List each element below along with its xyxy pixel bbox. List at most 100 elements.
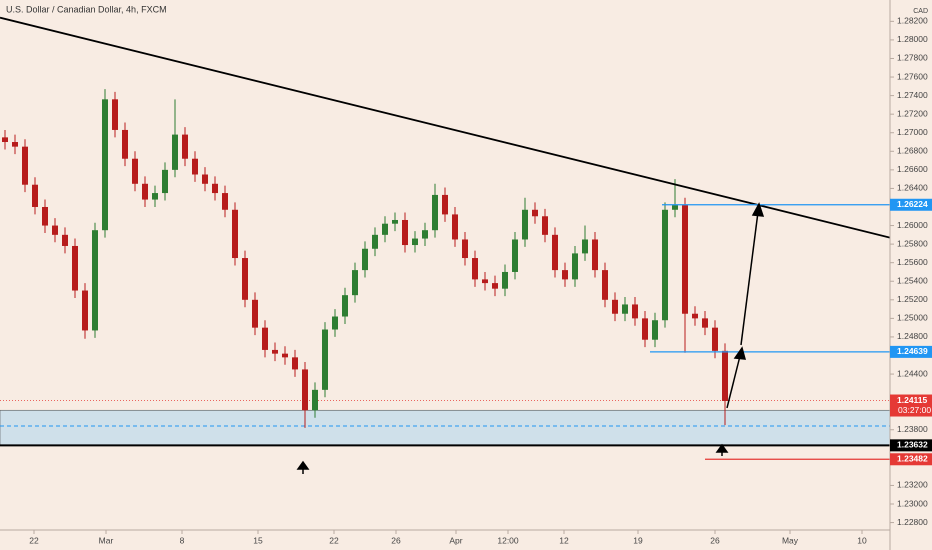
- candle-body: [642, 318, 648, 340]
- candle-body: [152, 193, 158, 200]
- level-label: 1.26224: [897, 199, 928, 209]
- candle-body: [432, 194, 438, 231]
- x-tick-label: 15: [253, 535, 263, 545]
- y-tick-label: 1.24800: [897, 331, 928, 341]
- arrow-head: [733, 346, 747, 360]
- x-tick-label: 10: [857, 535, 867, 545]
- candle-body: [12, 142, 18, 147]
- candle-body: [472, 258, 478, 280]
- arrow: [740, 211, 759, 346]
- candle-body: [382, 223, 388, 235]
- candle-body: [112, 99, 118, 130]
- y-tick-label: 1.26000: [897, 220, 928, 230]
- level-label-box: [890, 198, 932, 211]
- arrow: [726, 355, 741, 409]
- countdown-label: 03:27:00: [898, 405, 931, 415]
- candle-body: [682, 205, 688, 314]
- level-label-box: [890, 453, 932, 466]
- x-tick-label: 19: [633, 535, 643, 545]
- candle-body: [82, 290, 88, 331]
- candle-body: [102, 99, 108, 231]
- candle-body: [352, 270, 358, 296]
- candle-body: [482, 279, 488, 284]
- zone: [0, 409, 891, 446]
- y-tick-label: 1.26400: [897, 183, 928, 193]
- y-tick-label: 1.23800: [897, 424, 928, 434]
- candle-body: [572, 253, 578, 280]
- candle-body: [132, 158, 138, 184]
- y-tick-label: 1.27000: [897, 127, 928, 137]
- candle-body: [302, 369, 308, 411]
- candle-body: [452, 214, 458, 240]
- plot: [0, 16, 891, 460]
- candle-body: [282, 353, 288, 358]
- candle-body: [342, 295, 348, 317]
- trendline: [0, 16, 891, 239]
- x-tick-label: 26: [710, 535, 720, 545]
- candle-body: [492, 283, 498, 289]
- last-price-label: 1.24115: [897, 395, 928, 405]
- candle-body: [172, 134, 178, 170]
- x-tick-label: 22: [329, 535, 339, 545]
- x-tick-label: 22: [29, 535, 39, 545]
- y-tick-label: 1.28200: [897, 16, 928, 26]
- candle-body: [712, 327, 718, 351]
- candle-body: [652, 320, 658, 340]
- candle-body: [242, 258, 248, 300]
- candle-body: [612, 299, 618, 314]
- level-label: 1.24639: [897, 346, 928, 356]
- candle-body: [672, 205, 678, 210]
- arrow-head: [715, 443, 729, 453]
- y-tick-label: 1.27600: [897, 71, 928, 81]
- candle-body: [222, 193, 228, 210]
- arrow-head: [296, 460, 310, 470]
- candle-body: [252, 299, 258, 328]
- candle-body: [322, 329, 328, 390]
- level-label: 1.23632: [897, 440, 928, 450]
- y-tick-label: 1.24400: [897, 368, 928, 378]
- arrows: [296, 202, 765, 474]
- candle-body: [22, 146, 28, 185]
- candle-body: [392, 219, 398, 224]
- candle-body: [2, 137, 8, 143]
- candle-body: [142, 183, 148, 200]
- candle-body: [622, 304, 628, 314]
- y-tick-label: 1.25400: [897, 275, 928, 285]
- candle-body: [122, 129, 128, 159]
- y-tick-label: 1.25800: [897, 238, 928, 248]
- candle-body: [42, 206, 48, 226]
- candle-body: [722, 350, 728, 401]
- y-tick-label: 1.27800: [897, 53, 928, 63]
- candle-body: [262, 327, 268, 350]
- candle-body: [332, 316, 338, 330]
- candle-body: [592, 239, 598, 271]
- y-tick-label: 1.23000: [897, 498, 928, 508]
- candle-body: [52, 225, 58, 235]
- candle-body: [532, 209, 538, 217]
- y-tick-label: 1.23200: [897, 480, 928, 490]
- candle-body: [562, 270, 568, 280]
- candle-body: [32, 184, 38, 207]
- x-tick-label: Mar: [99, 535, 114, 545]
- x-tick-label: 26: [391, 535, 401, 545]
- y-tick-label: 1.25600: [897, 257, 928, 267]
- candle-body: [212, 183, 218, 194]
- candle-body: [202, 174, 208, 184]
- candle-body: [582, 239, 588, 254]
- candle-body: [192, 158, 198, 175]
- candle-body: [412, 238, 418, 246]
- candle-body: [92, 230, 98, 331]
- candle-body: [402, 219, 408, 246]
- x-tick-label: May: [782, 535, 799, 545]
- candle-body: [182, 134, 188, 159]
- chart-title: U.S. Dollar / Canadian Dollar, 4h, FXCM: [6, 4, 167, 14]
- candle-body: [72, 245, 78, 291]
- labels: 1.228001.230001.232001.238001.240001.244…: [29, 16, 932, 545]
- candle-body: [632, 304, 638, 319]
- y-tick-label: 1.28000: [897, 34, 928, 44]
- last-price-box: [890, 394, 932, 417]
- arrow-head: [751, 202, 765, 217]
- candle-body: [512, 239, 518, 272]
- candle-body: [422, 230, 428, 239]
